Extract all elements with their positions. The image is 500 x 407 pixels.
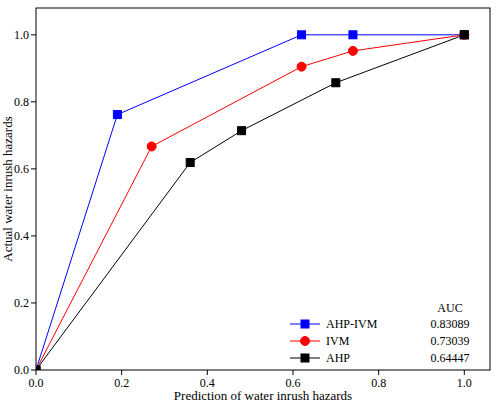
plot-data	[36, 30, 469, 370]
series-marker	[36, 366, 41, 371]
x-tick	[378, 370, 379, 375]
y-tick	[31, 370, 36, 371]
series-marker	[36, 366, 40, 370]
series-marker	[332, 79, 340, 87]
y-tick-label: 0.4	[14, 229, 29, 243]
y-tick	[31, 34, 36, 35]
y-tick-label: 0.8	[14, 95, 29, 109]
x-tick-label: 0.2	[114, 376, 129, 390]
y-tick-label: 1.0	[14, 28, 29, 42]
series-marker	[297, 62, 306, 71]
x-tick	[121, 370, 122, 375]
legend-label: IVM	[326, 334, 350, 348]
legend-label: AHP	[326, 351, 350, 365]
series-marker	[186, 159, 194, 167]
series-line	[36, 35, 464, 370]
y-tick	[31, 235, 36, 236]
legend: AUC AHP-IVM 0.83089 IVM 0.73039 AHP 0.64447	[290, 301, 470, 365]
series-line	[36, 35, 464, 370]
y-tick	[31, 302, 36, 303]
legend-marker	[301, 337, 310, 346]
x-tick-label: 0.8	[371, 376, 386, 390]
series-marker	[147, 142, 156, 151]
legend-marker	[301, 354, 309, 362]
series-marker	[238, 127, 246, 135]
series-marker	[36, 366, 40, 370]
x-tick	[464, 370, 465, 375]
legend-label: AHP-IVM	[326, 317, 378, 331]
series-marker	[460, 31, 468, 39]
y-tick-label: 0.6	[14, 162, 29, 176]
x-tick-label: 1.0	[457, 376, 472, 390]
series-marker	[348, 46, 357, 55]
x-tick	[292, 370, 293, 375]
legend-title: AUC	[437, 301, 462, 315]
x-tick	[36, 370, 37, 375]
x-axis-label: Prediction of water inrush hazards	[174, 388, 352, 403]
y-axis-label: Actual water inrush hazards	[0, 116, 15, 261]
series-marker	[349, 31, 357, 39]
series-marker	[460, 30, 469, 39]
y-tick	[31, 101, 36, 102]
series-marker	[460, 31, 468, 39]
series-marker	[298, 31, 306, 39]
x-tick-label: 0.0	[29, 376, 44, 390]
legend-marker	[301, 320, 309, 328]
legend-auc: 0.73039	[431, 334, 470, 348]
legend-auc: 0.83089	[431, 317, 470, 331]
y-tick	[31, 168, 36, 169]
x-tick	[207, 370, 208, 375]
series-line	[36, 35, 464, 370]
legend-auc: 0.64447	[431, 351, 470, 365]
chart: 0.00.20.40.60.81.00.00.20.40.60.81.0Pred…	[0, 0, 500, 407]
y-tick-label: 0.2	[14, 296, 29, 310]
plot-frame	[36, 8, 490, 370]
series-marker	[113, 111, 121, 119]
y-tick-label: 0.0	[14, 363, 29, 377]
